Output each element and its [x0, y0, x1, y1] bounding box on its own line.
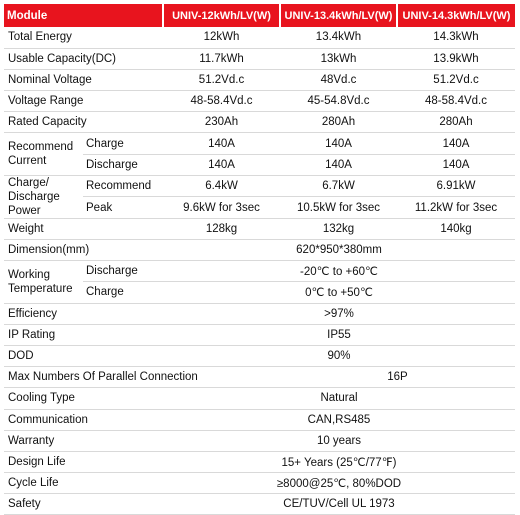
spec-table: Module UNIV-12kWh/LV(W) UNIV-13.4kWh/LV(…	[4, 4, 515, 515]
cell-value: 13kWh	[280, 48, 397, 70]
cell-value: 90%	[163, 345, 515, 368]
table-row: Weight 128kg 132kg 140kg	[4, 218, 515, 241]
cell-value: 230Ah	[163, 111, 280, 134]
cell-value: 15+ Years (25℃/77℉)	[163, 451, 515, 474]
cell-value: CE/TUV/Cell UL 1973	[163, 493, 515, 515]
model-header: UNIV-14.3kWh/LV(W)	[396, 4, 515, 27]
table-row: DOD 90%	[4, 345, 515, 368]
table-row: Voltage Range 48-58.4Vd.c 45-54.8Vd.c 48…	[4, 90, 515, 113]
cell-value: 128kg	[163, 218, 280, 241]
cell-value: 140A	[397, 154, 515, 176]
cell-value: -20℃ to +60℃	[163, 260, 515, 283]
row-label: Cooling Type	[4, 387, 163, 410]
row-label: Max Numbers Of Parallel Connection	[4, 366, 280, 389]
sub-label: Peak	[83, 196, 163, 219]
cell-value: 16P	[280, 366, 515, 389]
table-row: Max Numbers Of Parallel Connection 16P	[4, 366, 515, 389]
header-row: Module UNIV-12kWh/LV(W) UNIV-13.4kWh/LV(…	[4, 4, 515, 27]
cell-value: 51.2Vd.c	[163, 69, 280, 92]
row-label: Charge/ Discharge Power	[4, 175, 83, 219]
row-label: Dimension(mm)	[4, 239, 163, 262]
model-header: UNIV-13.4kWh/LV(W)	[279, 4, 397, 27]
row-label: Warranty	[4, 430, 163, 452]
cell-value: 10.5kW for 3sec	[280, 196, 397, 219]
cell-value: 13.4kWh	[280, 27, 397, 49]
sub-label: Discharge	[83, 154, 163, 176]
cell-value: 280Ah	[280, 111, 397, 134]
table-row: Peak 9.6kW for 3sec 10.5kW for 3sec 11.2…	[4, 196, 515, 219]
table-row: Usable Capacity(DC) 11.7kWh 13kWh 13.9kW…	[4, 48, 515, 70]
cell-value: 48-58.4Vd.c	[397, 90, 515, 113]
table-row: Efficiency >97%	[4, 303, 515, 325]
cell-value: 140A	[163, 154, 280, 176]
cell-value: 6.7kW	[280, 175, 397, 198]
table-row: Charge/ Discharge Power Recommend 6.4kW …	[4, 175, 515, 219]
cell-value: 140A	[280, 154, 397, 176]
table-row: Working Temperature Discharge -20℃ to +6…	[4, 260, 515, 304]
table-row: Design Life 15+ Years (25℃/77℉)	[4, 451, 515, 474]
table-row: Warranty 10 years	[4, 430, 515, 452]
row-label: Usable Capacity(DC)	[4, 48, 163, 70]
table-row: Charge 0℃ to +50℃	[4, 281, 515, 304]
cell-value: 140A	[280, 132, 397, 155]
sub-label: Charge	[83, 132, 163, 155]
cell-value: 9.6kW for 3sec	[163, 196, 280, 219]
cell-value: 10 years	[163, 430, 515, 452]
sub-label: Discharge	[83, 260, 163, 283]
table-row: Dimension(mm) 620*950*380mm	[4, 239, 515, 262]
sub-label: Recommend	[83, 175, 163, 198]
table-row: IP Rating IP55	[4, 324, 515, 346]
cell-value: 12kWh	[163, 27, 280, 49]
cell-value: 11.2kW for 3sec	[397, 196, 515, 219]
table-row: Cooling Type Natural	[4, 387, 515, 410]
table-row: Rated Capacity 230Ah 280Ah 280Ah	[4, 111, 515, 134]
cell-value: ≥8000@25℃, 80%DOD	[163, 472, 515, 495]
model-header: UNIV-12kWh/LV(W)	[162, 4, 280, 27]
cell-value: 11.7kWh	[163, 48, 280, 70]
cell-value: 51.2Vd.c	[397, 69, 515, 92]
row-label: DOD	[4, 345, 163, 368]
row-label: Recommend Current	[4, 132, 83, 176]
cell-value: 132kg	[280, 218, 397, 241]
row-label: IP Rating	[4, 324, 163, 346]
cell-value: CAN,RS485	[163, 409, 515, 431]
cell-value: 6.91kW	[397, 175, 515, 198]
cell-value: 140A	[397, 132, 515, 155]
cell-value: Natural	[163, 387, 515, 410]
cell-value: 6.4kW	[163, 175, 280, 198]
row-label: Weight	[4, 218, 163, 241]
table-row: Cycle Life ≥8000@25℃, 80%DOD	[4, 472, 515, 495]
cell-value: >97%	[163, 303, 515, 325]
cell-value: 45-54.8Vd.c	[280, 90, 397, 113]
row-label: Cycle Life	[4, 472, 163, 495]
table-row: Discharge 140A 140A 140A	[4, 154, 515, 176]
row-label: Design Life	[4, 451, 163, 474]
sub-label: Charge	[83, 281, 163, 304]
cell-value: 14.3kWh	[397, 27, 515, 49]
row-label: Total Energy	[4, 27, 163, 49]
row-label: Working Temperature	[4, 260, 83, 304]
row-label: Safety	[4, 493, 163, 515]
cell-value: 620*950*380mm	[163, 239, 515, 262]
module-header: Module	[4, 4, 163, 27]
row-label: Voltage Range	[4, 90, 163, 113]
cell-value: 280Ah	[397, 111, 515, 134]
table-row: Recommend Current Charge 140A 140A 140A	[4, 132, 515, 176]
row-label: Communication	[4, 409, 163, 431]
row-label: Nominal Voltage	[4, 69, 163, 92]
row-label: Rated Capacity	[4, 111, 163, 134]
cell-value: 140kg	[397, 218, 515, 241]
table-row: Communication CAN,RS485	[4, 409, 515, 431]
row-label: Efficiency	[4, 303, 163, 325]
cell-value: 13.9kWh	[397, 48, 515, 70]
table-row: Safety CE/TUV/Cell UL 1973	[4, 493, 515, 515]
cell-value: 140A	[163, 132, 280, 155]
table-row: Nominal Voltage 51.2Vd.c 48Vd.c 51.2Vd.c	[4, 69, 515, 92]
cell-value: 0℃ to +50℃	[163, 281, 515, 304]
cell-value: 48Vd.c	[280, 69, 397, 92]
cell-value: 48-58.4Vd.c	[163, 90, 280, 113]
cell-value: IP55	[163, 324, 515, 346]
table-row: Total Energy 12kWh 13.4kWh 14.3kWh	[4, 27, 515, 49]
